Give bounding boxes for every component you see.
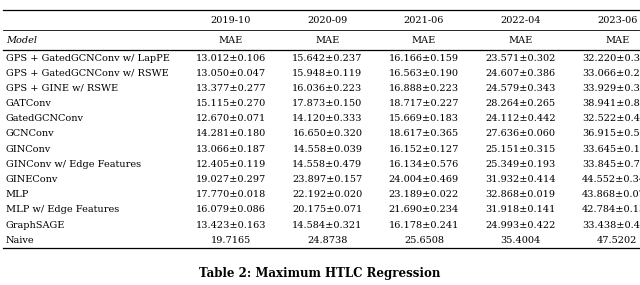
Text: 32.522±0.404: 32.522±0.404 — [582, 114, 640, 123]
Text: MAE: MAE — [508, 36, 532, 45]
Text: 14.558±0.039: 14.558±0.039 — [292, 145, 362, 154]
Text: MLP: MLP — [6, 190, 29, 199]
Text: 2021-06: 2021-06 — [404, 16, 444, 25]
Text: 2020-09: 2020-09 — [307, 16, 348, 25]
Text: MLP w/ Edge Features: MLP w/ Edge Features — [6, 205, 119, 215]
Text: 16.563±0.190: 16.563±0.190 — [389, 69, 459, 78]
Text: 24.8738: 24.8738 — [307, 236, 348, 245]
Text: GPS + GatedGCNConv w/ RSWE: GPS + GatedGCNConv w/ RSWE — [6, 69, 168, 78]
Text: 16.888±0.223: 16.888±0.223 — [389, 84, 459, 93]
Text: 33.645±0.149: 33.645±0.149 — [582, 145, 640, 154]
Text: 25.151±0.315: 25.151±0.315 — [485, 145, 556, 154]
Text: 42.784±0.136: 42.784±0.136 — [582, 205, 640, 215]
Text: 47.5202: 47.5202 — [597, 236, 637, 245]
Text: 38.941±0.847: 38.941±0.847 — [582, 99, 640, 108]
Text: 13.423±0.163: 13.423±0.163 — [195, 221, 266, 230]
Text: 15.115±0.270: 15.115±0.270 — [196, 99, 266, 108]
Text: Model: Model — [6, 36, 36, 45]
Text: 15.642±0.237: 15.642±0.237 — [292, 54, 362, 62]
Text: Table 2: Maximum HTLC Regression: Table 2: Maximum HTLC Regression — [199, 267, 441, 280]
Text: 12.670±0.071: 12.670±0.071 — [196, 114, 266, 123]
Text: 31.918±0.141: 31.918±0.141 — [485, 205, 556, 215]
Text: 2022-04: 2022-04 — [500, 16, 541, 25]
Text: 19.027±0.297: 19.027±0.297 — [196, 175, 266, 184]
Text: 12.405±0.119: 12.405±0.119 — [196, 160, 266, 169]
Text: MAE: MAE — [315, 36, 339, 45]
Text: 16.079±0.086: 16.079±0.086 — [196, 205, 266, 215]
Text: 33.845±0.717: 33.845±0.717 — [582, 160, 640, 169]
Text: MAE: MAE — [412, 36, 436, 45]
Text: 13.012±0.106: 13.012±0.106 — [196, 54, 266, 62]
Text: 27.636±0.060: 27.636±0.060 — [486, 129, 556, 139]
Text: 14.584±0.321: 14.584±0.321 — [292, 221, 362, 230]
Text: 23.897±0.157: 23.897±0.157 — [292, 175, 362, 184]
Text: 16.166±0.159: 16.166±0.159 — [389, 54, 459, 62]
Text: 14.120±0.333: 14.120±0.333 — [292, 114, 363, 123]
Text: 25.6508: 25.6508 — [404, 236, 444, 245]
Text: GPS + GatedGCNConv w/ LapPE: GPS + GatedGCNConv w/ LapPE — [6, 54, 170, 62]
Text: 16.178±0.241: 16.178±0.241 — [388, 221, 459, 230]
Text: GatedGCNConv: GatedGCNConv — [6, 114, 84, 123]
Text: 28.264±0.265: 28.264±0.265 — [486, 99, 556, 108]
Text: Naive: Naive — [6, 236, 35, 245]
Text: 33.929±0.369: 33.929±0.369 — [582, 84, 640, 93]
Text: 18.617±0.365: 18.617±0.365 — [389, 129, 459, 139]
Text: GATConv: GATConv — [6, 99, 52, 108]
Text: 36.915±0.536: 36.915±0.536 — [582, 129, 640, 139]
Text: 33.066±0.231: 33.066±0.231 — [582, 69, 640, 78]
Text: GraphSAGE: GraphSAGE — [6, 221, 65, 230]
Text: 22.192±0.020: 22.192±0.020 — [292, 190, 362, 199]
Text: 18.717±0.227: 18.717±0.227 — [388, 99, 459, 108]
Text: MAE: MAE — [605, 36, 629, 45]
Text: 15.948±0.119: 15.948±0.119 — [292, 69, 362, 78]
Text: 25.349±0.193: 25.349±0.193 — [485, 160, 556, 169]
Text: 14.558±0.479: 14.558±0.479 — [292, 160, 362, 169]
Text: GCNConv: GCNConv — [6, 129, 54, 139]
Text: GINEConv: GINEConv — [6, 175, 58, 184]
Text: MAE: MAE — [219, 36, 243, 45]
Text: 24.112±0.442: 24.112±0.442 — [485, 114, 556, 123]
Text: 16.134±0.576: 16.134±0.576 — [388, 160, 459, 169]
Text: 24.993±0.422: 24.993±0.422 — [485, 221, 556, 230]
Text: 19.7165: 19.7165 — [211, 236, 251, 245]
Text: 24.579±0.343: 24.579±0.343 — [485, 84, 556, 93]
Text: 16.650±0.320: 16.650±0.320 — [292, 129, 362, 139]
Text: 17.770±0.018: 17.770±0.018 — [196, 190, 266, 199]
Text: 13.377±0.277: 13.377±0.277 — [195, 84, 266, 93]
Text: 15.669±0.183: 15.669±0.183 — [389, 114, 459, 123]
Text: 14.281±0.180: 14.281±0.180 — [196, 129, 266, 139]
Text: 16.036±0.223: 16.036±0.223 — [292, 84, 362, 93]
Text: 32.220±0.366: 32.220±0.366 — [582, 54, 640, 62]
Text: 35.4004: 35.4004 — [500, 236, 541, 245]
Text: 13.050±0.047: 13.050±0.047 — [196, 69, 266, 78]
Text: 16.152±0.127: 16.152±0.127 — [388, 145, 459, 154]
Text: 32.868±0.019: 32.868±0.019 — [486, 190, 556, 199]
Text: 31.932±0.414: 31.932±0.414 — [485, 175, 556, 184]
Text: GINConv: GINConv — [6, 145, 51, 154]
Text: 44.552±0.342: 44.552±0.342 — [582, 175, 640, 184]
Text: 23.571±0.302: 23.571±0.302 — [485, 54, 556, 62]
Text: 43.868±0.076: 43.868±0.076 — [582, 190, 640, 199]
Text: 24.004±0.469: 24.004±0.469 — [389, 175, 459, 184]
Text: 17.873±0.150: 17.873±0.150 — [292, 99, 362, 108]
Text: 13.066±0.187: 13.066±0.187 — [196, 145, 266, 154]
Text: 2023-06: 2023-06 — [597, 16, 637, 25]
Text: 21.690±0.234: 21.690±0.234 — [388, 205, 459, 215]
Text: 20.175±0.071: 20.175±0.071 — [292, 205, 362, 215]
Text: GPS + GINE w/ RSWE: GPS + GINE w/ RSWE — [6, 84, 118, 93]
Text: GINConv w/ Edge Features: GINConv w/ Edge Features — [6, 160, 141, 169]
Text: 24.607±0.386: 24.607±0.386 — [486, 69, 556, 78]
Text: 33.438±0.471: 33.438±0.471 — [582, 221, 640, 230]
Text: 2019-10: 2019-10 — [211, 16, 251, 25]
Text: 23.189±0.022: 23.189±0.022 — [388, 190, 459, 199]
